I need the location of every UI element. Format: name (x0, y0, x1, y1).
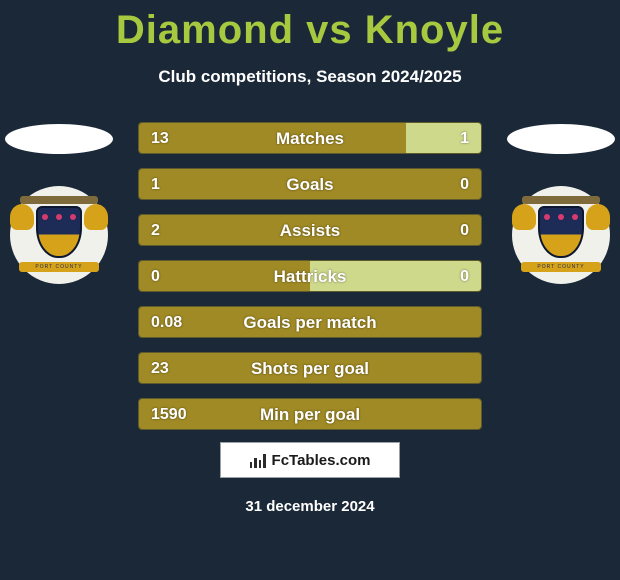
row-label: Matches (139, 123, 481, 154)
row-label: Min per goal (139, 399, 481, 430)
page-title: Diamond vs Knoyle (0, 0, 620, 53)
row-label: Assists (139, 215, 481, 246)
value-left: 1 (151, 169, 160, 200)
value-left: 23 (151, 353, 169, 384)
value-left: 0 (151, 261, 160, 292)
stat-row: Shots per goal23 (138, 352, 482, 384)
value-left: 0.08 (151, 307, 182, 338)
watermark: FcTables.com (220, 442, 400, 478)
stat-row: Min per goal1590 (138, 398, 482, 430)
right-club-crest: PORT COUNTY (512, 186, 610, 284)
stat-row: Goals per match0.08 (138, 306, 482, 338)
right-player-pane: PORT COUNTY (506, 120, 616, 284)
stat-row: Assists2 0 (138, 214, 482, 246)
value-right: 1 (460, 123, 469, 154)
subtitle: Club competitions, Season 2024/2025 (0, 67, 620, 87)
left-player-pane: PORT COUNTY (4, 120, 114, 284)
comparison-rows: Matches131Goals10Assists20Hattricks00Goa… (138, 122, 482, 430)
watermark-bars-icon (250, 452, 266, 468)
row-label: Shots per goal (139, 353, 481, 384)
stat-row: Hattricks0 0 (138, 260, 482, 292)
value-right: 0 (460, 169, 469, 200)
row-label: Goals (139, 169, 481, 200)
stat-row: Matches13 1 (138, 122, 482, 154)
crest-banner-text: PORT COUNTY (521, 262, 601, 272)
row-label: Goals per match (139, 307, 481, 338)
value-left: 1590 (151, 399, 187, 430)
left-club-crest: PORT COUNTY (10, 186, 108, 284)
value-right: 0 (460, 261, 469, 292)
stat-row: Goals1 0 (138, 168, 482, 200)
left-flag-placeholder (5, 124, 113, 154)
date: 31 december 2024 (0, 498, 620, 515)
watermark-text: FcTables.com (272, 452, 371, 469)
value-right: 0 (460, 215, 469, 246)
right-flag-placeholder (507, 124, 615, 154)
crest-banner-text: PORT COUNTY (19, 262, 99, 272)
value-left: 13 (151, 123, 169, 154)
row-label: Hattricks (139, 261, 481, 292)
value-left: 2 (151, 215, 160, 246)
